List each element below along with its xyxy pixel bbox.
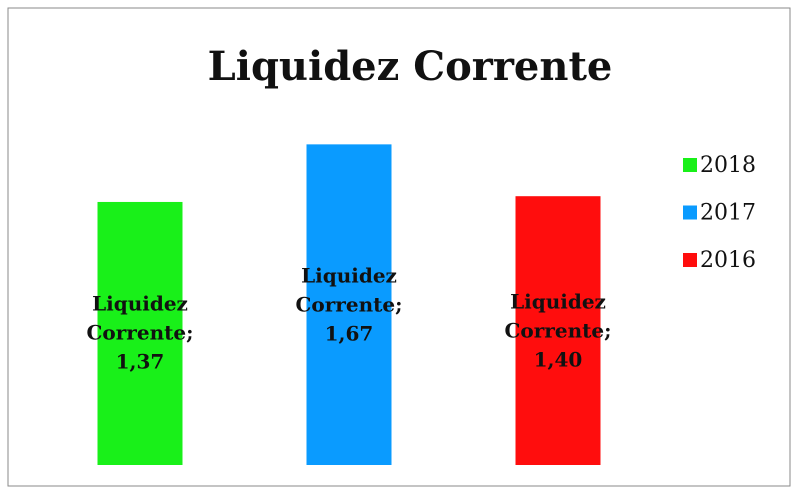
bar xyxy=(306,144,392,466)
data-label: Liquidez Corrente; 1,37 xyxy=(86,291,194,374)
legend-swatch xyxy=(683,205,697,220)
legend-swatch xyxy=(683,158,697,172)
legend-swatch xyxy=(683,253,697,267)
bar xyxy=(515,196,601,465)
legend-label: 2018 xyxy=(700,153,756,178)
legend-label: 2017 xyxy=(700,201,756,226)
data-label: Liquidez Corrente; 1,67 xyxy=(295,263,403,346)
legend-label: 2016 xyxy=(700,248,756,273)
bar xyxy=(97,201,183,465)
data-label: Liquidez Corrente; 1,40 xyxy=(504,289,612,372)
chart-title: Liquidez Corrente xyxy=(208,43,613,90)
